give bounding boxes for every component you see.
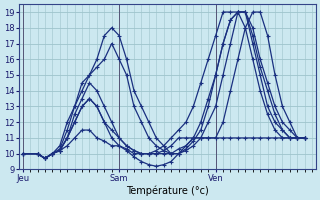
X-axis label: Température (°c): Température (°c) (126, 185, 209, 196)
